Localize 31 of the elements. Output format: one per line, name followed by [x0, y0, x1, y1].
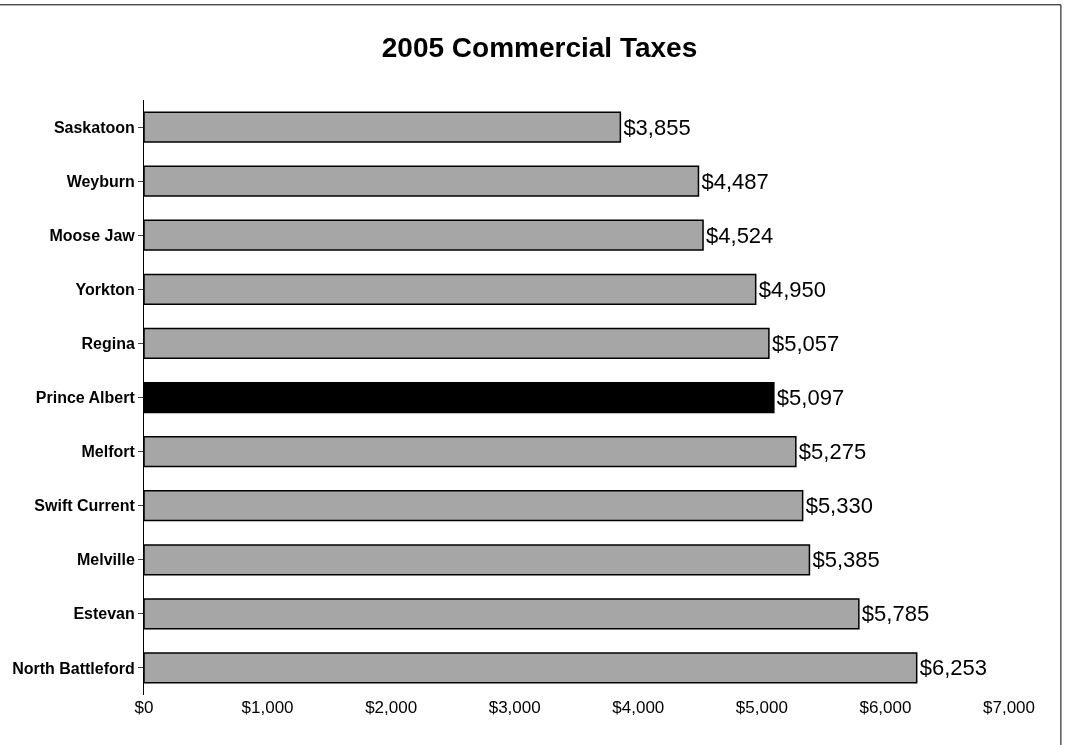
- y-tick-label: Moose Jaw: [49, 226, 136, 244]
- data-label: $5,097: [776, 385, 845, 411]
- x-tick-label: $7,000: [983, 698, 1035, 717]
- x-tick-label: $5,000: [735, 698, 788, 717]
- data-label: $5,057: [771, 330, 840, 356]
- data-label: $6,253: [919, 655, 987, 681]
- chart-title: 2005 Commercial Taxes: [381, 31, 698, 63]
- x-tick-label: $1,000: [241, 698, 294, 717]
- y-tick-label: North Battleford: [12, 659, 135, 677]
- y-tick-label: Yorkton: [75, 280, 135, 298]
- data-label: $4,524: [706, 222, 774, 248]
- y-tick-label: Prince Albert: [35, 389, 136, 407]
- y-tick-label: Estevan: [73, 605, 135, 623]
- data-label: $4,487: [701, 168, 769, 194]
- x-tick-label: $2,000: [365, 698, 418, 717]
- y-tick-label: Swift Current: [34, 497, 136, 515]
- data-label: $3,855: [623, 114, 691, 140]
- data-label: $4,950: [758, 276, 826, 302]
- y-tick-label: Weyburn: [66, 172, 135, 190]
- x-tick-label: $4,000: [612, 698, 665, 717]
- data-label: $5,330: [805, 493, 873, 519]
- x-tick-label: $0: [134, 698, 154, 717]
- x-tick-label: $6,000: [859, 698, 912, 717]
- y-tick-label: Regina: [81, 335, 135, 353]
- y-tick-label: Saskatoon: [53, 118, 135, 136]
- y-tick-label: Melville: [76, 551, 135, 569]
- y-tick-label: Melfort: [81, 443, 136, 461]
- data-label: $5,785: [861, 601, 930, 627]
- data-label: $5,385: [812, 547, 880, 573]
- x-tick-label: $3,000: [488, 698, 541, 717]
- data-label: $5,275: [798, 439, 867, 465]
